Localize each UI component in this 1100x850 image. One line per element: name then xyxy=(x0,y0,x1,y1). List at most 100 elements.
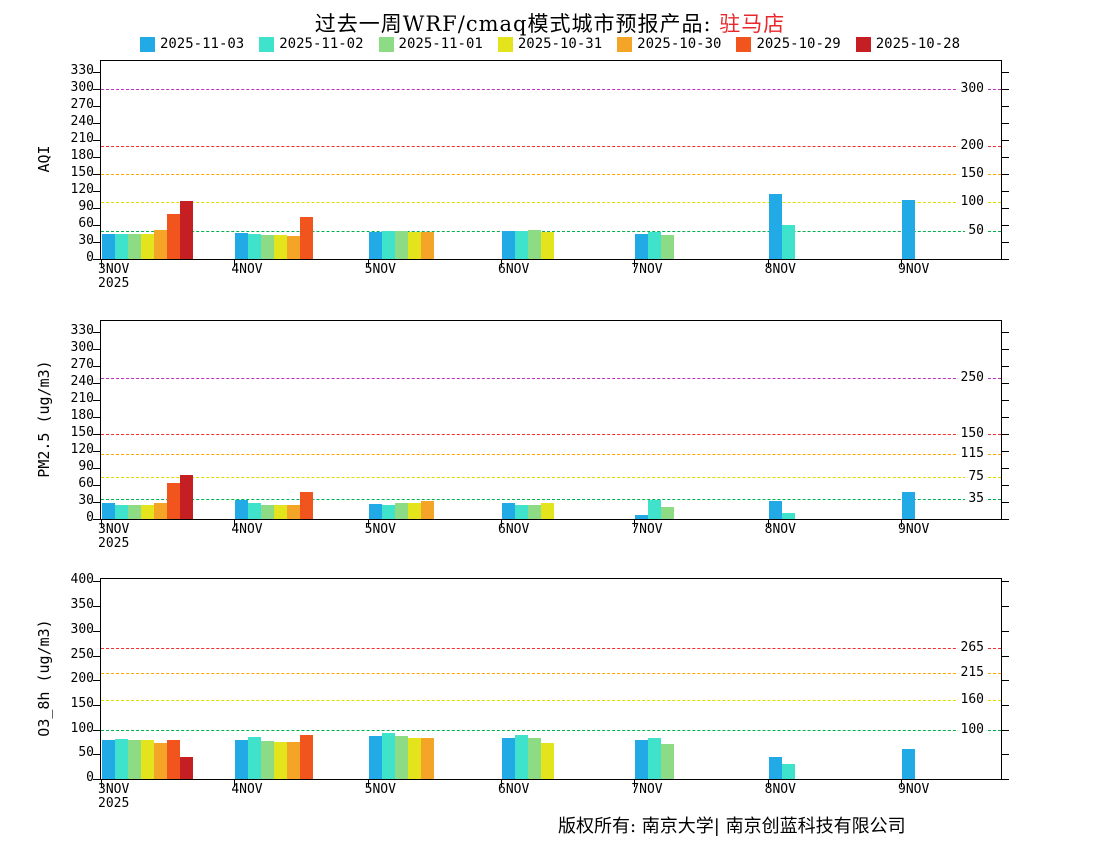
x-tick xyxy=(101,520,102,527)
y-tick xyxy=(1002,630,1009,632)
bar xyxy=(902,199,915,259)
y-tick xyxy=(93,581,100,583)
bar xyxy=(248,737,262,779)
bar xyxy=(515,734,528,779)
y-tick-label: 180 xyxy=(70,408,94,424)
x-tick-label: 4NOV xyxy=(231,262,263,277)
threshold-label: 50 xyxy=(965,222,987,239)
title-city: 驻马店 xyxy=(719,12,786,36)
bar xyxy=(781,512,795,519)
x-tick-label: 6NOV xyxy=(498,522,530,537)
bar xyxy=(515,230,528,259)
x-tick-label: 8NOV xyxy=(764,262,796,277)
y-tick-label: 210 xyxy=(70,131,94,147)
y-tick-label: 60 xyxy=(78,216,94,232)
bar xyxy=(248,233,262,259)
bar xyxy=(115,504,128,519)
y-tick xyxy=(93,123,100,125)
bar xyxy=(648,738,662,779)
legend-item: 2025-11-02 xyxy=(259,36,364,52)
bar xyxy=(102,739,115,779)
threshold-label: 115 xyxy=(957,445,987,462)
bar xyxy=(287,742,301,779)
bar xyxy=(407,737,421,779)
y-tick xyxy=(93,208,100,210)
threshold-line xyxy=(101,202,1001,204)
y-tick xyxy=(93,242,100,244)
x-tick-label: 3NOV xyxy=(98,782,130,797)
x-tick xyxy=(101,260,102,267)
y-tick xyxy=(93,729,100,731)
x-tick xyxy=(901,780,902,787)
x-tick-label: 4NOV xyxy=(231,522,263,537)
y-tick xyxy=(93,157,100,159)
bar xyxy=(541,231,554,259)
bar xyxy=(141,740,154,779)
x-tick xyxy=(234,260,236,267)
bar xyxy=(235,500,249,519)
legend-item: 2025-11-03 xyxy=(139,36,244,52)
y-tick-label: 330 xyxy=(70,63,94,79)
threshold-line xyxy=(101,377,1001,379)
bar xyxy=(235,232,249,259)
y-tick-label: 120 xyxy=(70,442,94,458)
threshold-label: 215 xyxy=(957,664,987,681)
bar xyxy=(128,505,141,519)
x-tick xyxy=(901,520,902,527)
bar xyxy=(167,483,180,519)
x-tick-label: 7NOV xyxy=(631,262,663,277)
x-tick-label: 5NOV xyxy=(364,522,396,537)
bar xyxy=(180,757,193,779)
y-tick-label: 240 xyxy=(70,374,94,390)
copyright-footer: 版权所有: 南京大学| 南京创蓝科技有限公司 xyxy=(558,816,906,837)
y-tick xyxy=(93,383,100,385)
bar xyxy=(541,503,554,519)
threshold-label: 35 xyxy=(965,491,987,508)
y-tick-label: 0 xyxy=(86,250,94,265)
bar xyxy=(635,739,649,779)
y-tick-label: 350 xyxy=(70,597,94,613)
bar xyxy=(768,756,782,779)
y-tick xyxy=(1002,225,1009,227)
bar xyxy=(635,233,649,259)
threshold-label: 160 xyxy=(957,691,987,708)
y-tick xyxy=(93,72,100,74)
legend-label: 2025-11-02 xyxy=(279,36,364,52)
y-tick xyxy=(1002,581,1009,583)
y-tick xyxy=(1002,174,1009,176)
legend-item: 2025-10-29 xyxy=(736,36,841,52)
bar xyxy=(407,231,421,259)
y-tick xyxy=(1002,366,1009,368)
legend-swatch xyxy=(497,36,513,52)
y-tick xyxy=(1002,208,1009,210)
bar xyxy=(141,505,154,519)
bar xyxy=(648,231,662,259)
bar xyxy=(420,737,434,779)
bar xyxy=(502,502,515,519)
bar xyxy=(768,193,782,259)
bar xyxy=(768,500,782,519)
bar xyxy=(154,503,167,519)
y-tick xyxy=(93,754,100,756)
bar xyxy=(502,230,515,259)
bar xyxy=(368,735,382,779)
y-tick-label: 50 xyxy=(78,745,94,761)
bar xyxy=(661,506,675,519)
y-tick-label: 120 xyxy=(70,182,94,198)
x-tick-label: 6NOV xyxy=(498,782,530,797)
bar xyxy=(381,505,395,519)
legend-item: 2025-10-28 xyxy=(855,36,960,52)
y-tick-label: 270 xyxy=(70,97,94,113)
bar xyxy=(528,737,541,779)
bar xyxy=(167,740,180,779)
x-tick-label: 3NOV xyxy=(98,522,130,537)
threshold-label: 300 xyxy=(957,81,987,98)
threshold-label: 100 xyxy=(957,721,987,738)
legend-swatch xyxy=(617,36,633,52)
y-tick xyxy=(1002,434,1009,436)
y-tick xyxy=(1002,485,1009,487)
y-tick xyxy=(1002,754,1009,756)
legend-swatch xyxy=(259,36,275,52)
y-tick-label: 90 xyxy=(78,459,94,475)
y-tick-label: 150 xyxy=(70,695,94,711)
